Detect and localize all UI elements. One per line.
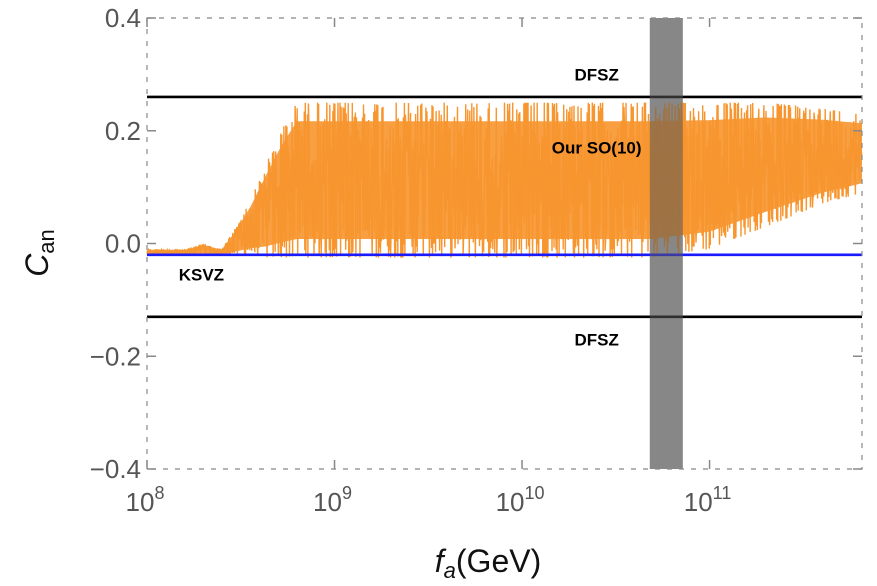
- y-axis-title: Can: [19, 229, 59, 277]
- series-our-so10: [146, 102, 863, 258]
- x-axis-title: fa(GeV): [435, 543, 541, 583]
- annotation-our-so-10: Our SO(10): [552, 139, 642, 158]
- y-tick-label: −0.2: [90, 341, 141, 371]
- y-tick-label: 0.0: [105, 229, 141, 259]
- y-tick-label: 0.4: [105, 3, 141, 33]
- annotation-ksvz: KSVZ: [179, 266, 224, 285]
- annotation-dfsz: DFSZ: [574, 330, 618, 349]
- annotations: DFSZ Our SO(10) KSVZ DFSZ: [179, 65, 642, 349]
- axis-ticks: [146, 17, 862, 470]
- x-tick-label: 1011: [684, 483, 732, 517]
- series-line: [146, 102, 863, 258]
- x-tick-label: 1010: [496, 483, 545, 517]
- reference-lines: [147, 95, 862, 319]
- y-tick-label: 0.2: [105, 116, 141, 146]
- band-overlay-rect: [649, 18, 683, 469]
- y-tick-label: −0.4: [90, 454, 141, 484]
- x-tick-label: 108: [126, 483, 165, 517]
- x-tick-label: 109: [313, 483, 352, 517]
- highlight-band-overlay: [649, 18, 683, 469]
- annotation-dfsz: DFSZ: [574, 65, 618, 84]
